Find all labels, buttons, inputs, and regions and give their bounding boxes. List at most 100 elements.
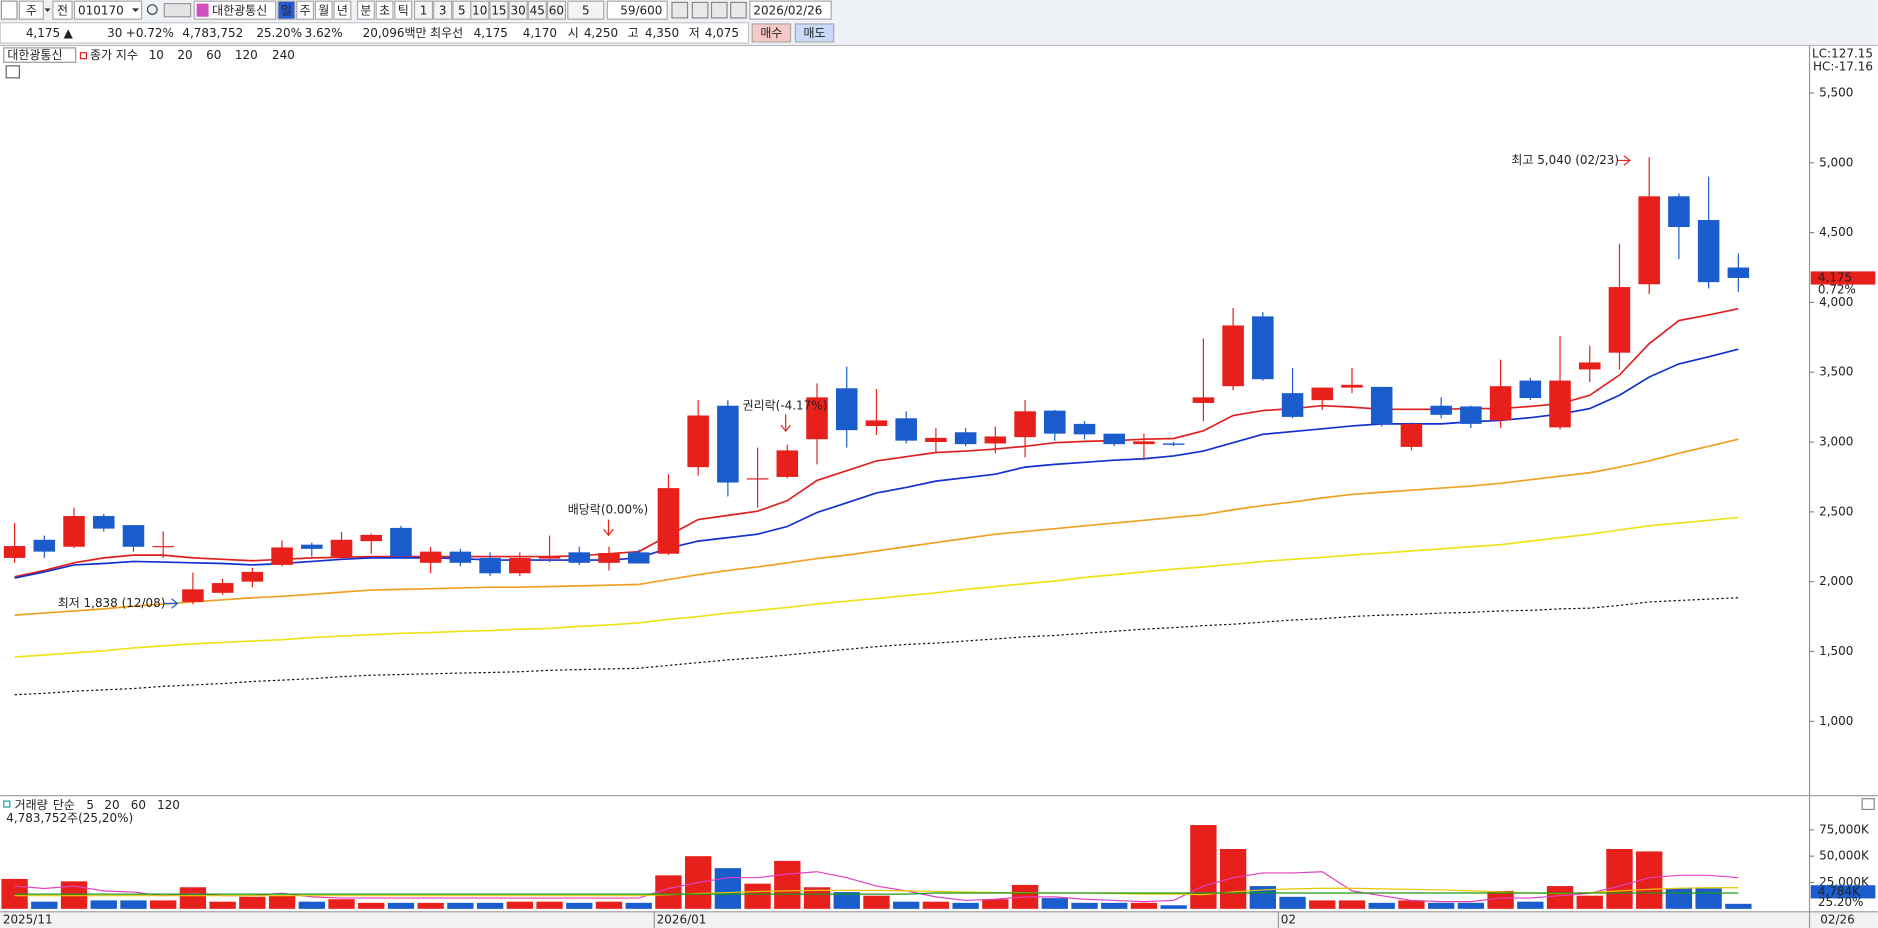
candle-body xyxy=(1370,386,1393,424)
candle-body xyxy=(1192,397,1215,403)
volume-bar xyxy=(625,902,652,909)
x-tick-label: 02 xyxy=(1281,913,1296,927)
period-button-box[interactable] xyxy=(296,0,315,20)
stock-name-box[interactable] xyxy=(193,0,277,20)
legend-label: 종가 지수 xyxy=(90,48,138,62)
interval-button-box[interactable] xyxy=(527,0,547,20)
volume-bar xyxy=(268,895,296,909)
volume-bar xyxy=(655,875,682,909)
interval-button: 1 xyxy=(420,3,428,17)
quote-low: 4,075 xyxy=(705,26,739,40)
dropdown-arrow xyxy=(44,8,51,12)
period-button-box[interactable] xyxy=(394,0,413,20)
volume-bar xyxy=(150,900,177,909)
candle-body xyxy=(1549,380,1571,428)
market-select-box[interactable] xyxy=(18,0,44,20)
period-button-box[interactable] xyxy=(277,0,296,20)
candle-body xyxy=(241,571,264,582)
interval-button-box[interactable] xyxy=(508,0,528,20)
date-box[interactable] xyxy=(749,0,832,20)
volume-bar xyxy=(1665,888,1693,909)
y-tick-label: 1,500 xyxy=(1819,644,1853,658)
candle-body xyxy=(1608,287,1631,353)
candle-body xyxy=(717,405,739,483)
quote-price: 4,175 xyxy=(26,26,60,40)
candle-body xyxy=(1460,406,1482,424)
volume-legend-entry: 5 xyxy=(86,798,94,812)
volume-bar xyxy=(1457,902,1485,909)
volume-bar xyxy=(90,900,117,909)
quote-change: 30 xyxy=(107,26,122,40)
interval-button-box[interactable] xyxy=(489,0,509,20)
tool-icon[interactable] xyxy=(710,1,728,19)
candle-body xyxy=(1162,443,1185,445)
quote-low-label: 저 xyxy=(689,26,700,40)
volume-bar xyxy=(566,902,593,909)
candle-body xyxy=(271,547,293,565)
candle-body xyxy=(657,488,680,554)
interval-select: 5 xyxy=(582,3,590,17)
volume-bar xyxy=(1546,886,1574,909)
volume-bar xyxy=(506,901,534,909)
scope-select-box[interactable] xyxy=(52,0,73,20)
candle-body xyxy=(954,432,977,445)
candle-body xyxy=(1222,325,1244,387)
candle-body xyxy=(182,589,204,602)
period-button-box[interactable] xyxy=(333,0,352,20)
volume-y-tick-label: 75,000K xyxy=(1819,822,1870,836)
rights-annotation: 권리락(-4.17%) xyxy=(743,398,828,412)
candle-body xyxy=(509,557,531,574)
legend-marker xyxy=(79,52,88,60)
quote-bg xyxy=(0,22,750,44)
candle-body xyxy=(865,420,888,426)
tool-icon[interactable] xyxy=(691,1,709,19)
candle-body xyxy=(1727,267,1750,278)
quote-high: 4,350 xyxy=(645,26,679,40)
candle-body xyxy=(1400,423,1423,447)
candle-body xyxy=(1489,386,1512,421)
volume-bar xyxy=(239,896,266,909)
candle-body xyxy=(1311,387,1334,401)
search-icon[interactable] xyxy=(146,4,158,15)
interval-button-box[interactable] xyxy=(546,0,567,20)
volume-ma-line xyxy=(14,892,1739,895)
tool-icon[interactable] xyxy=(671,1,689,19)
interval-button: 45 xyxy=(530,3,545,17)
sell-button-box[interactable] xyxy=(794,23,835,43)
volume-bar xyxy=(447,902,474,909)
legend-stock: 대한광통신 xyxy=(7,48,62,62)
volume-bar xyxy=(358,902,385,909)
hc-label: HC:-17.16 xyxy=(1813,60,1873,74)
buy-button-box[interactable] xyxy=(751,23,792,43)
period-button-box[interactable] xyxy=(356,0,375,20)
candle-body xyxy=(152,546,174,548)
interval-select-box[interactable] xyxy=(567,0,605,20)
grid-icon[interactable] xyxy=(5,65,20,79)
volume-legend-entry: 60 xyxy=(131,798,146,812)
period-button-box[interactable] xyxy=(314,0,333,20)
code-input[interactable] xyxy=(73,0,143,20)
volume-bar xyxy=(476,902,504,909)
interval-button-box[interactable] xyxy=(433,0,453,20)
menu-icon[interactable] xyxy=(0,0,18,20)
period-button-box[interactable] xyxy=(375,0,394,20)
y-tick-label: 5,500 xyxy=(1819,85,1853,99)
ma-line xyxy=(14,597,1739,696)
volume-y-tick-label: 50,000K xyxy=(1819,849,1870,863)
sound-icon[interactable] xyxy=(163,2,192,18)
interval-button-box[interactable] xyxy=(470,0,490,20)
candle-body xyxy=(1133,441,1155,445)
quote-volume: 4,783,752 xyxy=(182,26,243,40)
tool-icon[interactable] xyxy=(730,1,747,19)
volume-legend: 거래량 xyxy=(15,798,48,812)
y-tick-label: 2,000 xyxy=(1819,574,1853,588)
volume-bar xyxy=(803,887,831,909)
candle-body xyxy=(1341,384,1363,388)
interval-button: 15 xyxy=(491,3,506,17)
panel-icon[interactable] xyxy=(1861,798,1875,811)
volume-bar xyxy=(1309,900,1336,909)
interval-button-box[interactable] xyxy=(413,0,434,20)
candle-body xyxy=(1073,423,1096,435)
quote-open-label: 시 xyxy=(568,26,579,40)
volume-legend-marker xyxy=(3,800,11,808)
